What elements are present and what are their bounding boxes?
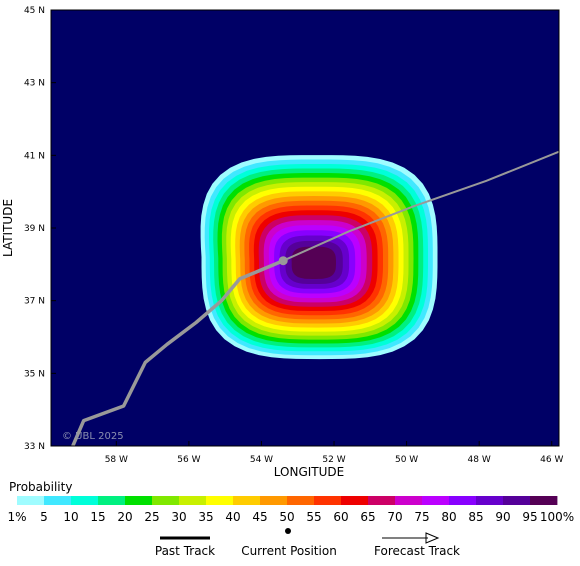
legend-tick-label: 85 <box>468 510 483 524</box>
legend-tick-label: 30 <box>171 510 186 524</box>
legend-swatch <box>179 496 207 505</box>
legend-swatch <box>17 496 45 505</box>
x-axis-title: LONGITUDE <box>274 465 344 479</box>
track-layer <box>71 150 559 446</box>
x-tick-label: 52 W <box>322 455 345 465</box>
legend-tick-label: 90 <box>495 510 510 524</box>
legend-swatch <box>476 496 504 505</box>
forecast-arrow-icon <box>425 532 440 544</box>
legend-tick-label: 55 <box>306 510 321 524</box>
x-tick-label: 54 W <box>250 455 273 465</box>
track-key: Past Track Current Position Forecast Tra… <box>155 528 460 558</box>
probability-legend: 1% 5 10 15 20 25 30 35 40 45 50 55 60 65 70 75 80 85 90 95 1… <box>7 496 574 524</box>
legend-tick-label: 100% <box>540 510 574 524</box>
probability-field <box>200 155 438 360</box>
legend-tick-label: 60 <box>333 510 348 524</box>
legend-tick-label: 15 <box>90 510 105 524</box>
legend-swatch <box>206 496 234 505</box>
legend-tick-label: 25 <box>144 510 159 524</box>
legend-tick-label: 20 <box>117 510 132 524</box>
y-tick-label: 35 N <box>24 369 45 379</box>
legend-tick-label: 65 <box>360 510 375 524</box>
legend-swatch <box>260 496 288 505</box>
legend-tick-label: 35 <box>198 510 213 524</box>
legend-swatch <box>449 496 477 505</box>
y-tick-label: 33 N <box>24 442 45 452</box>
legend-tick-label: 50 <box>279 510 294 524</box>
legend-swatch <box>98 496 126 505</box>
x-tick-label: 46 W <box>540 455 563 465</box>
legend-swatch <box>341 496 369 505</box>
legend-swatch <box>125 496 153 505</box>
current-position-marker <box>278 256 288 266</box>
probability-contour <box>291 246 336 279</box>
legend-swatch <box>233 496 261 505</box>
legend-swatch <box>422 496 450 505</box>
axis-ticks: 58 W 56 W 54 W 52 W 50 W 48 W 46 W 45 N 43 N 41 N… <box>24 6 563 465</box>
legend-tick-label: 40 <box>225 510 240 524</box>
legend-tick-label: 1% <box>7 510 26 524</box>
legend-swatch <box>152 496 180 505</box>
x-tick-label: 50 W <box>395 455 418 465</box>
x-tick-label: 48 W <box>468 455 491 465</box>
legend-swatch <box>368 496 396 505</box>
legend-swatch <box>395 496 423 505</box>
y-tick-label: 41 N <box>24 151 45 161</box>
legend-swatch <box>530 496 558 505</box>
x-tick-label: 58 W <box>105 455 128 465</box>
legend-tick-label: 10 <box>63 510 78 524</box>
past-track-key-label: Past Track <box>155 544 215 558</box>
legend-tick-label: 70 <box>387 510 402 524</box>
legend-swatch <box>44 496 72 505</box>
legend-swatch <box>287 496 315 505</box>
past-track-line <box>71 259 284 446</box>
legend-swatch <box>314 496 342 505</box>
y-tick-label: 45 N <box>24 6 45 16</box>
y-tick-label: 37 N <box>24 297 45 307</box>
current-position-key-dot <box>285 528 291 534</box>
watermark: © UBL 2025 <box>62 431 124 442</box>
legend-tick-label: 5 <box>40 510 48 524</box>
legend-tick-label: 45 <box>252 510 267 524</box>
y-axis-title: LATITUDE <box>1 199 15 257</box>
legend-tick-label: 75 <box>414 510 429 524</box>
legend-tick-label: 80 <box>441 510 456 524</box>
forecast-track-line <box>282 150 559 262</box>
y-tick-label: 43 N <box>24 79 45 89</box>
legend-title: Probability <box>9 480 72 494</box>
y-tick-label: 39 N <box>24 224 45 234</box>
legend-swatch <box>503 496 531 505</box>
legend-swatch <box>71 496 99 505</box>
forecast-track-key-label: Forecast Track <box>374 544 460 558</box>
x-tick-label: 56 W <box>177 455 200 465</box>
current-position-key-label: Current Position <box>241 544 337 558</box>
legend-tick-label: 95 <box>522 510 537 524</box>
